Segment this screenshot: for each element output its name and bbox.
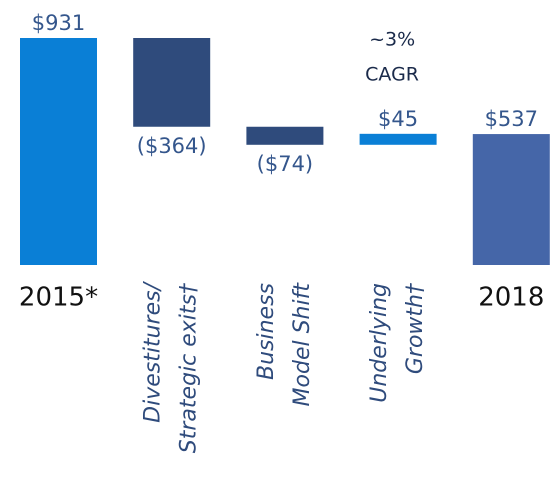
category-label: Growth† [403,282,428,374]
annotation: ~3% [369,29,415,51]
value-label: ($364) [137,134,207,158]
category-label: Divestitures/ [141,280,166,422]
value-label: $45 [378,107,418,131]
value-label: $931 [32,11,85,35]
category-label: 2018 [478,283,544,313]
category-label: 2015* [19,283,98,313]
value-label: ($74) [257,152,313,176]
bar [246,126,324,145]
bar [359,133,437,145]
category-label: Underlying [367,283,392,403]
category-label: Business [254,283,279,380]
category-label: Model Shift [290,282,315,407]
bar [133,38,211,127]
bar [472,134,550,265]
category-label: Strategic exits† [177,282,202,453]
annotation: CAGR [365,64,419,86]
value-label: $537 [485,107,538,131]
bar [20,38,97,265]
